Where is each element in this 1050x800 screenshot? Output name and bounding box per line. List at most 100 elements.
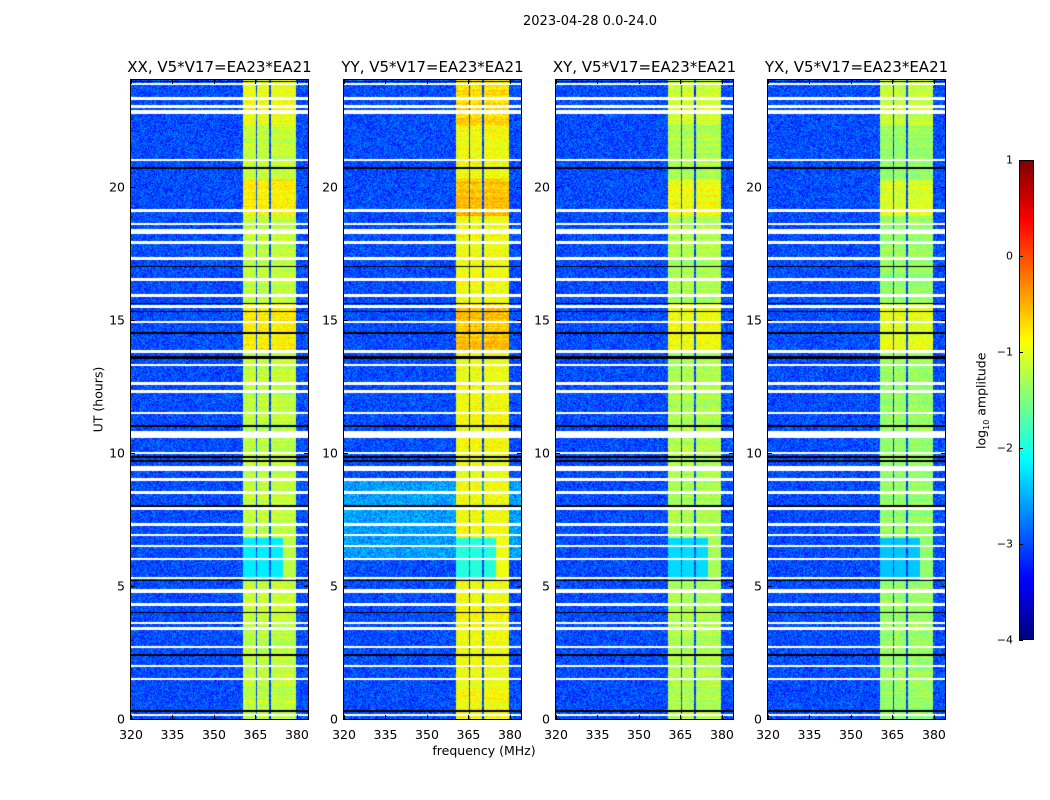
heatmap [131,80,308,719]
colorbar [1019,160,1034,640]
y-tick-mark [556,452,560,454]
x-tick-mark [385,715,387,719]
y-tick-label: 15 [746,312,762,328]
y-tick-mark [768,186,772,188]
colorbar-label: log10 amplitude [973,352,991,449]
x-tick-label: 380 [922,727,946,742]
panel-title: YX, V5*V17=EA23*EA21 [764,58,949,76]
y-tick-label: 0 [542,711,550,727]
colorbar-tick-mark [1019,640,1023,641]
x-tick-mark [426,715,428,719]
x-tick-mark [468,80,470,84]
x-tick-mark [638,715,640,719]
heatmap [768,80,945,719]
colorbar-tick-label: −2 [996,441,1013,455]
x-tick-label: 335 [797,727,822,742]
y-tick-mark [517,585,521,587]
x-axis-label: frequency (MHz) [432,743,536,758]
x-tick-mark [509,715,511,719]
x-tick-mark [638,80,640,84]
colorbar-tick-label: −1 [996,345,1013,359]
y-tick-mark [768,452,772,454]
y-tick-mark [304,186,308,188]
x-tick-label: 335 [160,727,185,742]
x-tick-label: 380 [710,727,734,742]
y-tick-mark [768,585,772,587]
y-tick-label: 15 [109,312,125,328]
y-tick-label: 15 [534,312,550,328]
x-tick-label: 320 [119,727,143,742]
y-tick-label: 20 [746,179,762,194]
x-tick-label: 380 [285,727,309,742]
y-axis-label: UT (hours) [90,366,106,433]
y-tick-mark [517,452,521,454]
y-tick-mark [556,319,560,321]
x-tick-mark [385,80,387,84]
heatmap [344,80,521,719]
x-tick-mark [296,80,298,84]
y-tick-mark [768,719,772,720]
x-tick-label: 335 [585,727,610,742]
y-tick-mark [517,186,521,188]
x-tick-mark [933,80,935,84]
x-tick-mark [597,715,599,719]
y-tick-label: 10 [534,445,550,461]
x-tick-mark [809,715,811,719]
x-tick-mark [556,715,557,719]
y-tick-mark [729,719,733,720]
x-tick-label: 365 [243,727,268,742]
y-tick-mark [344,719,348,720]
x-tick-label: 365 [456,727,481,742]
waterfall-panel-1: XX, V5*V17=EA23*EA21 320 335 350 365 380 0 5 10 1… [109,58,312,742]
x-tick-mark [809,80,811,84]
x-tick-mark [768,80,769,84]
y-tick-mark [941,186,945,188]
x-tick-mark [892,80,894,84]
x-tick-mark [721,715,723,719]
x-tick-mark [172,80,174,84]
y-tick-mark [131,585,135,587]
waterfall-panel-3: XY, V5*V17=EA23*EA21 320 335 350 365 380 0 5 10 1… [534,58,736,742]
y-tick-mark [729,585,733,587]
x-tick-mark [768,715,769,719]
x-tick-mark [892,715,894,719]
y-tick-label: 15 [322,312,338,328]
x-tick-label: 350 [202,727,226,742]
waterfall-panel-4: YX, V5*V17=EA23*EA21 320 335 350 365 380 0 5 10 1… [746,58,948,742]
y-tick-mark [304,452,308,454]
x-tick-label: 350 [839,727,863,742]
x-tick-mark [721,80,723,84]
x-tick-mark [131,715,132,719]
x-tick-mark [344,80,345,84]
colorbar-tick-label: 1 [1006,153,1013,167]
x-tick-mark [850,715,852,719]
y-tick-mark [517,319,521,321]
x-tick-mark [556,80,557,84]
colorbar-tick-mark [1019,544,1023,545]
colorbar-tick-mark [1019,448,1023,449]
x-tick-mark [255,80,257,84]
y-tick-mark [304,719,308,720]
y-tick-mark [941,319,945,321]
y-tick-label: 20 [534,179,550,194]
heatmap [556,80,733,719]
y-tick-mark [344,186,348,188]
x-tick-label: 320 [756,727,780,742]
y-tick-label: 0 [117,711,125,727]
x-tick-mark [131,80,132,84]
colorbar-tick-mark [1019,352,1023,353]
x-tick-label: 350 [415,727,439,742]
panel-title: XX, V5*V17=EA23*EA21 [127,58,312,76]
y-tick-mark [344,319,348,321]
x-tick-label: 320 [332,727,356,742]
x-tick-label: 365 [880,727,905,742]
y-tick-label: 0 [330,711,338,727]
x-tick-mark [933,715,935,719]
colorbar-tick-label: 0 [1006,249,1013,263]
x-tick-mark [172,715,174,719]
y-tick-label: 10 [322,445,338,461]
y-tick-mark [517,719,521,720]
y-tick-mark [768,319,772,321]
y-tick-mark [344,585,348,587]
